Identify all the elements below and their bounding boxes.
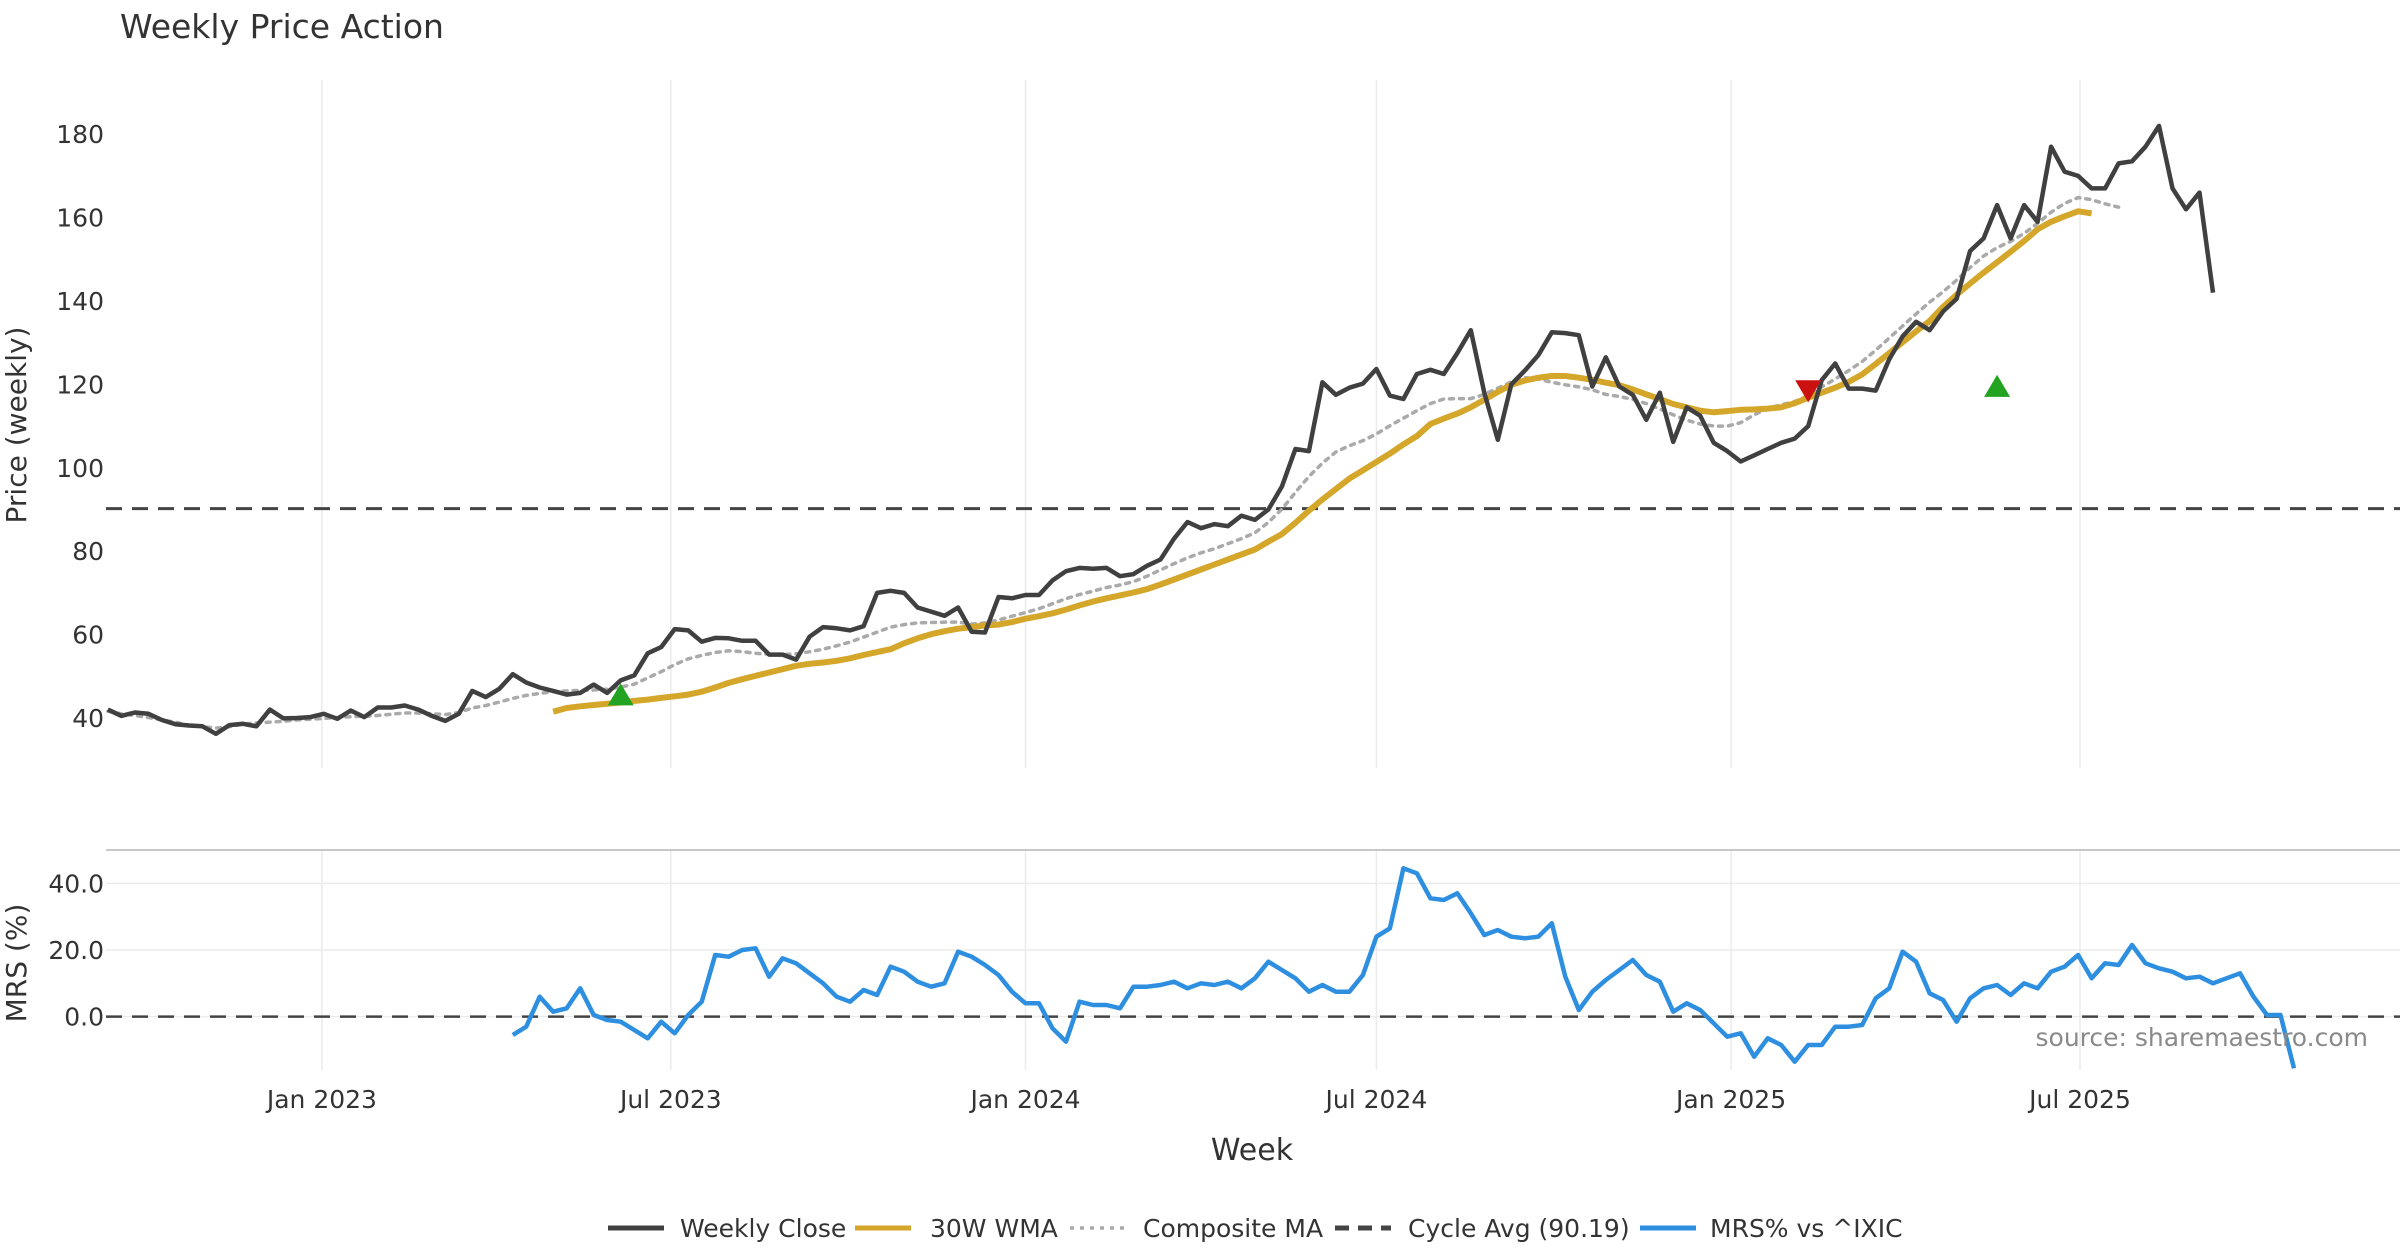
legend-label-composite: Composite MA <box>1143 1214 1323 1243</box>
price-y-tick-label: 80 <box>72 537 104 566</box>
legend: Weekly Close 30W WMA Composite MA Cycle Avg… <box>608 1214 1903 1243</box>
x-axis-label: Week <box>1211 1133 1294 1168</box>
weekly-close-line <box>106 123 2216 737</box>
x-tick-label: Jan 2025 <box>1674 1085 1786 1114</box>
price-y-tick-label: 140 <box>56 287 104 316</box>
legend-label-close: Weekly Close <box>680 1214 846 1243</box>
legend-label-mrs: MRS% vs ^IXIC <box>1710 1214 1903 1243</box>
signal-markers <box>607 374 2011 706</box>
x-tick-label: Jan 2024 <box>968 1085 1080 1114</box>
x-ticks: Jan 2023 Jul 2023 Jan 2024 Jul 2024 Jan 2025… <box>265 1085 2131 1114</box>
x-tick-label: Jul 2025 <box>2027 1085 2131 1114</box>
wma-30w-line <box>552 208 2093 715</box>
mrs-y-ticks: 0.0 20.0 40.0 <box>48 869 104 1031</box>
price-y-tick-label: 160 <box>56 204 104 233</box>
legend-label-wma: 30W WMA <box>930 1214 1058 1243</box>
source-note: source: sharemaestro.com <box>2036 1023 2369 1052</box>
mrs-y-axis-label: MRS (%) <box>0 904 33 1023</box>
mrs-line <box>511 866 2297 1069</box>
mrs-y-tick-label: 20.0 <box>48 936 104 965</box>
x-tick-label: Jul 2024 <box>1324 1085 1428 1114</box>
composite-ma-line <box>106 195 2121 730</box>
price-y-tick-label: 60 <box>72 621 104 650</box>
x-tick-label: Jul 2023 <box>618 1085 722 1114</box>
price-y-tick-label: 180 <box>56 120 104 149</box>
mrs-y-tick-label: 0.0 <box>64 1003 104 1032</box>
price-y-tick-label: 100 <box>56 454 104 483</box>
mrs-y-tick-label: 40.0 <box>48 869 104 898</box>
price-grid <box>321 80 2081 768</box>
chart-title: Weekly Price Action <box>120 7 444 46</box>
buy-signal-marker <box>1984 374 2011 397</box>
buy-signal-marker <box>607 683 634 706</box>
price-y-tick-label: 40 <box>72 704 104 733</box>
price-y-axis-label: Price (weekly) <box>0 327 33 524</box>
price-y-ticks: 40 60 80 100 120 140 160 180 <box>56 120 104 733</box>
price-y-tick-label: 120 <box>56 370 104 399</box>
legend-label-cycle: Cycle Avg (90.19) <box>1408 1214 1630 1243</box>
sell-signal-marker <box>1795 380 1822 403</box>
x-tick-label: Jan 2023 <box>265 1085 377 1114</box>
